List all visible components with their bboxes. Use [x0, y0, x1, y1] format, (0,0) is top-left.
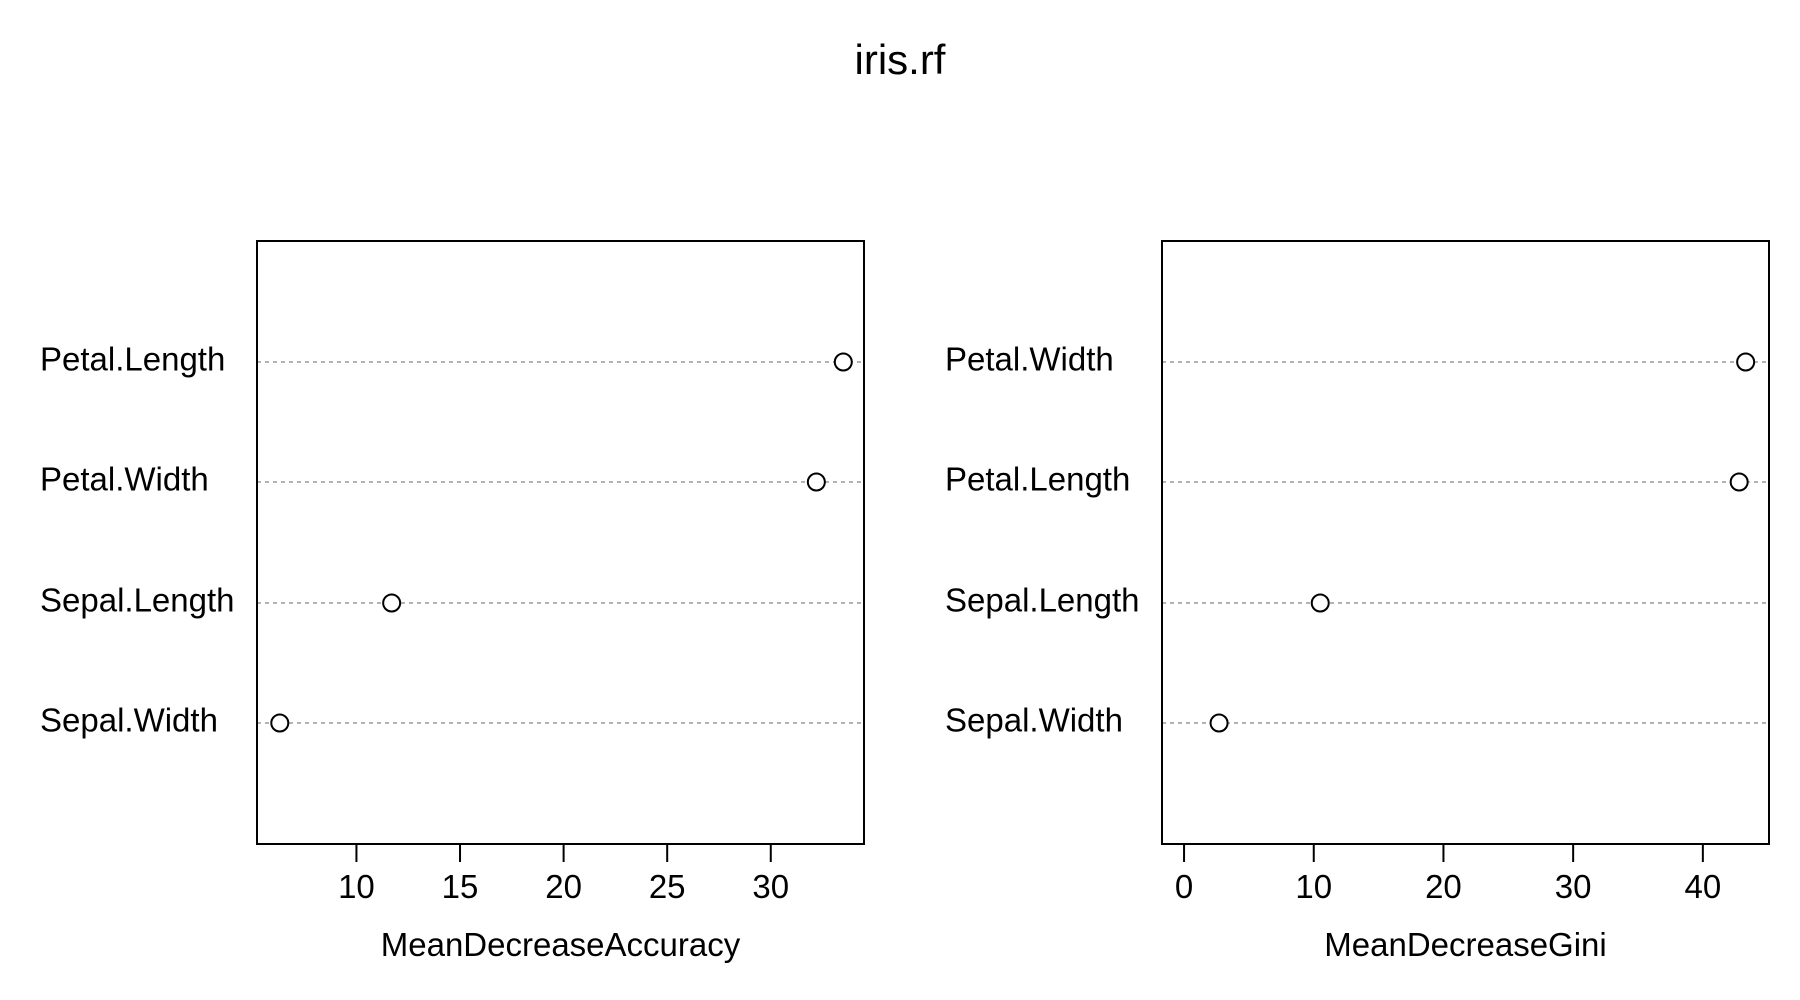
- x-tick-label: 10: [1295, 868, 1332, 905]
- category-label: Sepal.Length: [40, 582, 235, 619]
- data-point: [1310, 593, 1330, 613]
- plot-frame: [1161, 240, 1770, 845]
- x-axis-label: MeanDecreaseAccuracy: [381, 926, 741, 963]
- x-tick-label: 15: [442, 868, 479, 905]
- x-tick-label: 0: [1175, 868, 1193, 905]
- data-point: [382, 593, 402, 613]
- x-axis-label: MeanDecreaseGini: [1324, 926, 1606, 963]
- chart-title: iris.rf: [854, 36, 946, 83]
- x-tick-label: 20: [545, 868, 582, 905]
- x-tick-label: 10: [338, 868, 375, 905]
- category-label: Sepal.Length: [945, 582, 1140, 619]
- data-point: [1736, 352, 1756, 372]
- x-tick-label: 25: [649, 868, 686, 905]
- data-point: [833, 352, 853, 372]
- data-point: [1729, 472, 1749, 492]
- data-point: [1209, 713, 1229, 733]
- data-point: [270, 713, 290, 733]
- x-tick-label: 40: [1684, 868, 1721, 905]
- category-label: Petal.Length: [40, 341, 225, 378]
- x-tick-label: 30: [752, 868, 789, 905]
- category-label: Sepal.Width: [945, 702, 1123, 739]
- category-label: Petal.Width: [40, 461, 209, 498]
- x-tick-label: 30: [1555, 868, 1592, 905]
- category-label: Sepal.Width: [40, 702, 218, 739]
- dotchart-panel-accuracy: Petal.Length Petal.Width Sepal.Length Sepal…: [40, 240, 865, 963]
- category-label: Petal.Width: [945, 341, 1114, 378]
- x-tick-label: 20: [1425, 868, 1462, 905]
- data-point: [806, 472, 826, 492]
- plot-frame: [256, 240, 865, 845]
- dotchart-panel-gini: Petal.Width Petal.Length Sepal.Length Sepal…: [945, 240, 1770, 963]
- category-label: Petal.Length: [945, 461, 1130, 498]
